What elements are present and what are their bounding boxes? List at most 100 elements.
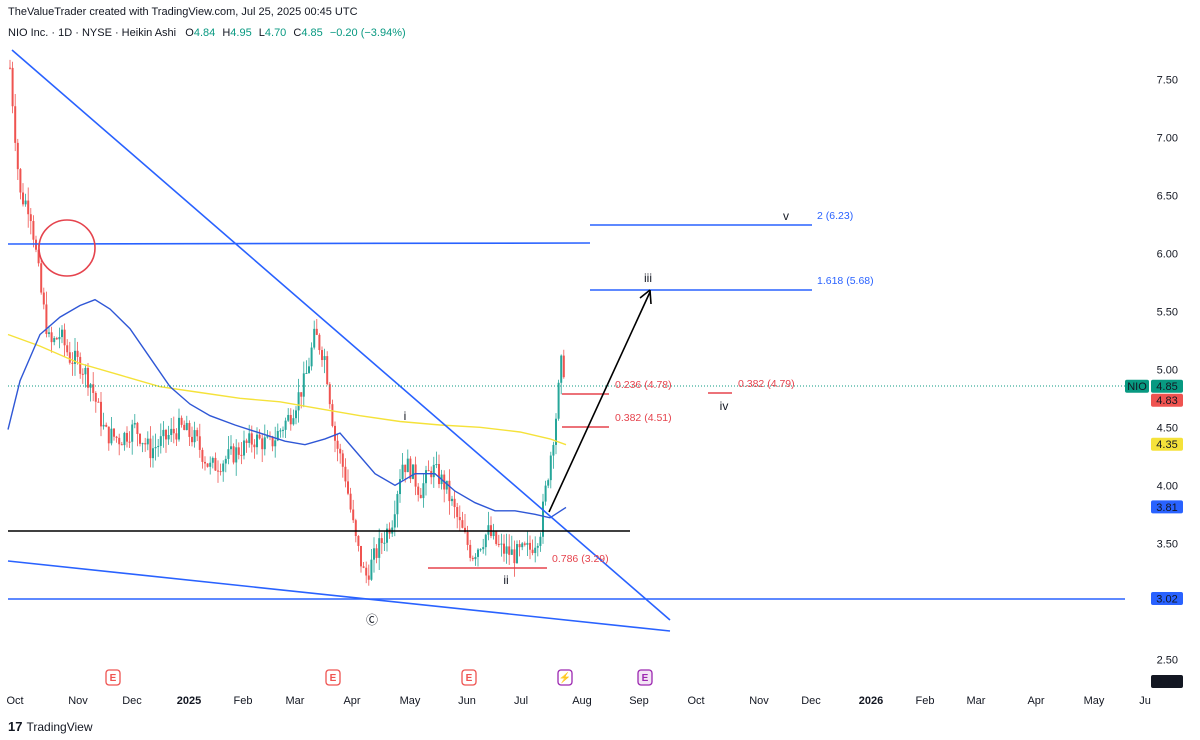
candle-body [79,356,82,374]
candle-body [521,543,524,548]
candle-body [178,417,180,440]
candle-body [451,498,453,502]
candles-layer [9,59,565,586]
candle-body [11,67,14,107]
open-value: 4.84 [193,27,216,39]
earnings-marker[interactable] [637,669,653,686]
x-tick-label: Mar [286,695,305,707]
y-tick-label: 2.50 [1157,654,1178,666]
candle-body [16,142,19,170]
fib-level-label: 2 (6.23) [817,210,853,222]
candle-body [352,509,355,521]
candle-body [458,517,461,521]
price-label-box [1151,675,1183,688]
candle-body [539,536,542,546]
price-axis-labels: NIO 4.85 4.83 4.35 3.81 3.02 2.19 [1125,379,1183,689]
brand-label: TradingView [26,719,93,734]
x-tick-label: Apr [343,695,360,707]
y-tick-label: 7.00 [1157,132,1178,144]
ma-yellow-line[interactable] [7,333,567,446]
price-label-text: 4.85 [1156,381,1177,393]
trendline-lower[interactable] [7,560,671,632]
candle-body [313,328,316,348]
candle-body [375,548,378,558]
candle-body [448,480,451,502]
candle-body [328,384,331,405]
candle-body [222,463,225,472]
price-label-box [1151,592,1183,605]
change-value: −0.20 (−3.94%) [329,27,406,39]
candle-body [510,549,513,555]
earnings-marker[interactable] [105,669,121,686]
earnings-marker-label: E [110,673,117,684]
candle-body [367,575,370,580]
resistance-line[interactable] [7,242,591,245]
candle-body [58,337,61,340]
candle-body [175,433,178,440]
candle-body [22,192,24,205]
candle-body [245,440,248,443]
candle-body [107,426,110,444]
earnings-marker[interactable] [461,669,477,686]
candle-body [133,422,136,425]
candle-body [445,480,448,490]
candle-body [557,382,560,419]
candle-body [396,494,399,515]
y-tick-label: 4.50 [1157,422,1178,434]
candle-body [297,392,300,411]
fib-level-label: 0.382 (4.51) [615,412,672,424]
candle-body [53,338,56,343]
candle-body [198,436,201,450]
candle-body [508,546,511,555]
candle-body [419,494,422,499]
candle-body [118,437,121,445]
earnings-marker[interactable] [325,669,341,686]
candle-body [227,449,230,459]
candle-body [274,440,277,447]
candle-body [196,430,199,437]
trendline-upper[interactable] [11,49,671,621]
candle-body [253,444,256,448]
candle-body [482,547,485,550]
candle-body [370,559,373,580]
earnings-marker-label: E [330,673,337,684]
projection-arrow[interactable] [548,291,651,513]
candle-body [289,414,292,425]
event-markers: E E E ⚡ E [105,669,653,686]
candle-body [308,366,310,373]
ma-blue-line[interactable] [7,298,567,519]
candle-body [136,422,139,434]
symbol-legend: NIO Inc. · 1D · NYSE · Heikin Ashi O4.84… [8,27,406,39]
chart-creator-line: TheValueTrader created with TradingView.… [8,6,358,18]
candle-body [318,334,321,351]
candle-body [292,418,295,425]
candle-body [193,430,196,443]
low-label: L [258,27,265,39]
candle-body [310,347,313,367]
y-tick-label: 5.00 [1157,364,1178,376]
candle-body [152,448,154,459]
candle-body [461,520,464,528]
candle-body [248,433,251,443]
highlight-circle[interactable] [38,219,96,277]
earnings-marker[interactable] [557,669,573,686]
tradingview-brand[interactable]: 17 TradingView [8,719,93,734]
candle-body [409,458,412,479]
y-tick-label: 6.50 [1157,190,1178,202]
y-tick-label: 4.00 [1157,480,1178,492]
tradingview-logo-icon: 17 [8,719,23,734]
candle-body [357,536,360,546]
candle-body [50,332,53,343]
candle-body [414,464,417,487]
candle-body [282,429,284,431]
candle-body [100,401,102,427]
candle-body [321,350,323,361]
candle-body [300,392,303,397]
candle-body [471,557,474,560]
candle-body [516,544,518,564]
candle-body [165,429,167,440]
candle-body [76,350,79,357]
price-axis: 7.50 7.00 6.50 6.00 5.50 5.00 4.50 4.00 3.50 2.50 [1157,74,1178,666]
candle-body [126,432,128,442]
